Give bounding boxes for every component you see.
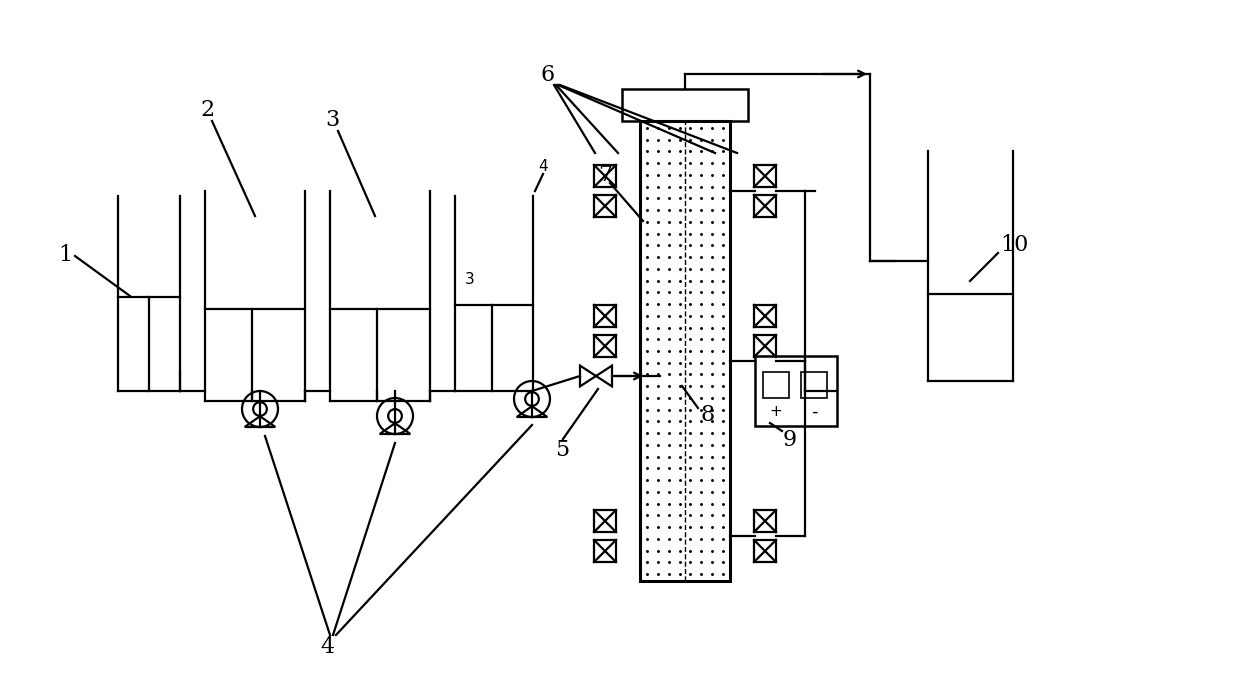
- Text: 1: 1: [58, 244, 72, 266]
- Text: 4: 4: [320, 636, 334, 658]
- Text: 3: 3: [325, 109, 340, 131]
- Bar: [594, 510, 616, 532]
- Text: 7: 7: [598, 164, 613, 186]
- Bar: [754, 540, 776, 562]
- Bar: [754, 305, 776, 327]
- Bar: [594, 195, 616, 217]
- Bar: [594, 540, 616, 562]
- Bar: [640, 121, 730, 581]
- Bar: [594, 305, 616, 327]
- Bar: [754, 510, 776, 532]
- Text: 4: 4: [538, 159, 548, 174]
- Text: -: -: [811, 403, 817, 421]
- Bar: [763, 372, 789, 398]
- Text: 5: 5: [556, 439, 569, 461]
- Bar: [754, 165, 776, 187]
- Text: 2: 2: [200, 99, 215, 121]
- Bar: [754, 335, 776, 357]
- Text: 8: 8: [701, 404, 714, 426]
- Bar: [622, 89, 748, 121]
- Text: 10: 10: [999, 234, 1028, 256]
- Bar: [594, 335, 616, 357]
- Bar: [754, 195, 776, 217]
- Bar: [594, 165, 616, 187]
- Text: 9: 9: [782, 429, 797, 451]
- Bar: [801, 372, 827, 398]
- Bar: [755, 356, 837, 426]
- Text: 6: 6: [539, 64, 554, 86]
- Text: +: +: [770, 405, 782, 419]
- Text: 3: 3: [465, 272, 475, 287]
